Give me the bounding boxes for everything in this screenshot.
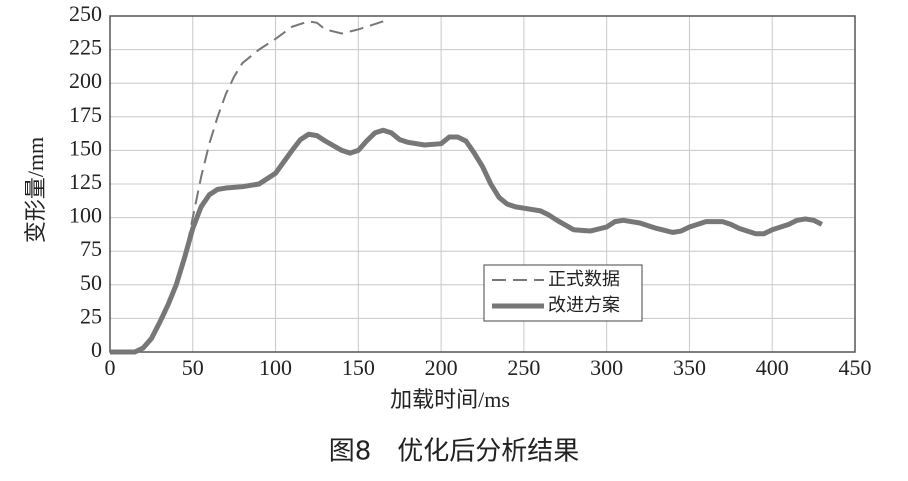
y-axis-label: 变形量/mm <box>23 137 48 243</box>
x-axis-label: 加载时间/ms <box>390 387 510 412</box>
x-tick-label: 400 <box>756 355 789 380</box>
y-tick-label: 175 <box>69 102 102 127</box>
y-tick-label: 125 <box>69 169 102 194</box>
caption: 图8 优化后分析结果 <box>329 437 580 467</box>
legend-label: 正式数据 <box>548 269 620 290</box>
x-tick-label: 300 <box>590 355 623 380</box>
y-tick-label: 150 <box>69 135 102 160</box>
y-tick-label: 25 <box>80 303 102 328</box>
y-tick-label: 0 <box>91 337 102 362</box>
x-tick-label: 0 <box>105 355 116 380</box>
x-tick-label: 50 <box>182 355 204 380</box>
y-tick-label: 250 <box>69 1 102 26</box>
y-tick-label: 200 <box>69 68 102 93</box>
x-tick-label: 250 <box>507 355 540 380</box>
legend-box <box>483 264 643 322</box>
x-tick-label: 450 <box>839 355 872 380</box>
legend-label: 改进方案 <box>548 295 620 316</box>
y-tick-label: 50 <box>80 270 102 295</box>
line-series <box>110 127 823 355</box>
x-tick-label: 100 <box>259 355 292 380</box>
x-tick-label: 350 <box>673 355 706 380</box>
y-tick-label: 100 <box>69 203 102 228</box>
line-series <box>110 20 384 353</box>
y-tick-label: 75 <box>80 236 102 261</box>
x-tick-label: 150 <box>342 355 375 380</box>
y-tick-label: 225 <box>69 35 102 60</box>
plot-frame <box>109 15 856 353</box>
x-tick-label: 200 <box>425 355 458 380</box>
